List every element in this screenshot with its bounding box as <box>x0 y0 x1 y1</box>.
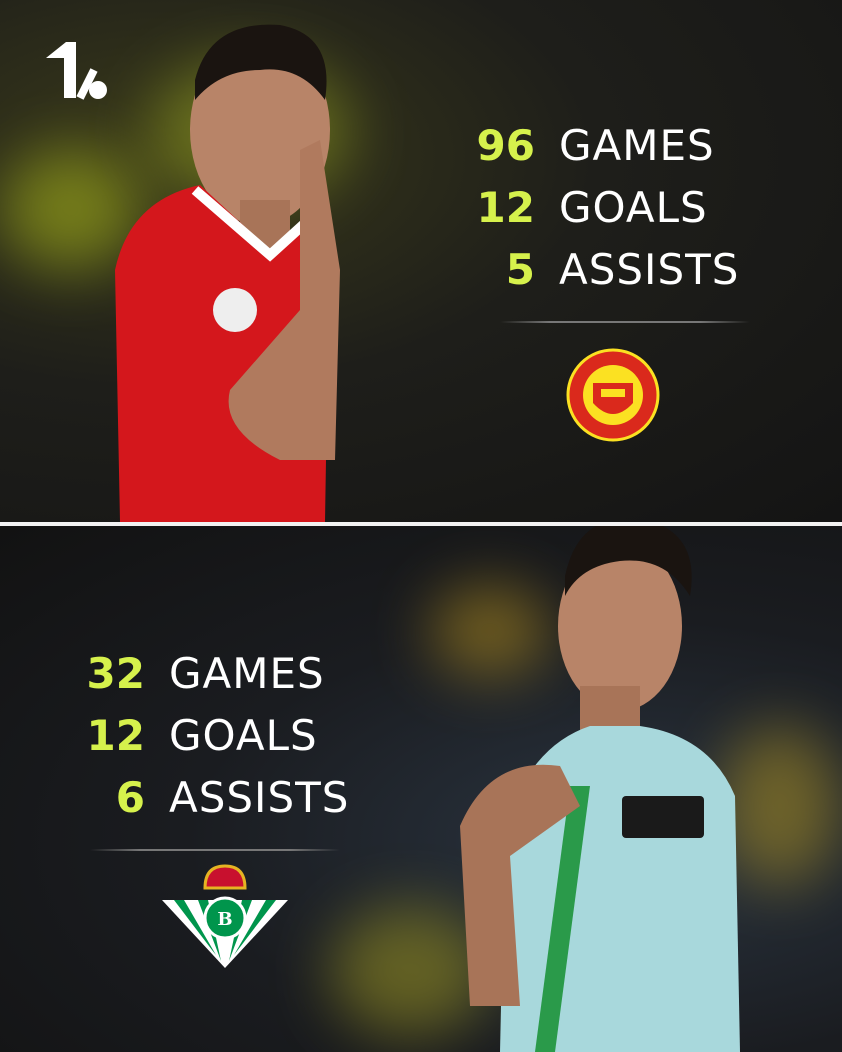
real-betis-panel: 32 GAMES 12 GOALS 6 ASSISTS B <box>0 526 842 1052</box>
stats-list: 96 GAMES 12 GOALS 5 ASSISTS <box>445 114 739 300</box>
stats-list: 32 GAMES 12 GOALS 6 ASSISTS <box>55 642 349 828</box>
stat-row-games: 96 GAMES <box>445 114 739 176</box>
stat-label: GAMES <box>169 648 325 698</box>
stat-value: 32 <box>86 648 145 698</box>
stat-value: 12 <box>86 710 145 760</box>
stat-value: 12 <box>476 182 535 232</box>
player-photo-manchester-united <box>115 24 340 522</box>
divider-line <box>90 849 340 851</box>
stat-label: GAMES <box>559 120 715 170</box>
onefootball-logo <box>46 42 107 100</box>
manchester-united-crest <box>566 348 660 442</box>
background-blur <box>430 586 550 676</box>
svg-text:B: B <box>217 909 232 930</box>
manchester-united-panel: 96 GAMES 12 GOALS 5 ASSISTS <box>0 0 842 522</box>
stat-label: ASSISTS <box>169 772 350 822</box>
stat-row-games: 32 GAMES <box>55 642 349 704</box>
stat-value: 96 <box>476 120 535 170</box>
player-photo-real-betis <box>460 526 740 1052</box>
background-blur <box>330 906 490 1036</box>
stat-label: GOALS <box>559 182 708 232</box>
stat-row-assists: 5 ASSISTS <box>445 238 739 300</box>
divider-line <box>500 321 750 323</box>
stat-row-assists: 6 ASSISTS <box>55 766 349 828</box>
stat-row-goals: 12 GOALS <box>55 704 349 766</box>
panel-divider <box>0 522 842 526</box>
stat-label: GOALS <box>169 710 318 760</box>
stat-value: 5 <box>505 244 535 294</box>
stat-row-goals: 12 GOALS <box>445 176 739 238</box>
stat-value: 6 <box>115 772 145 822</box>
background-blur <box>720 726 840 886</box>
real-betis-crest: B <box>162 864 288 968</box>
stat-label: ASSISTS <box>559 244 740 294</box>
background-blur <box>0 150 140 270</box>
